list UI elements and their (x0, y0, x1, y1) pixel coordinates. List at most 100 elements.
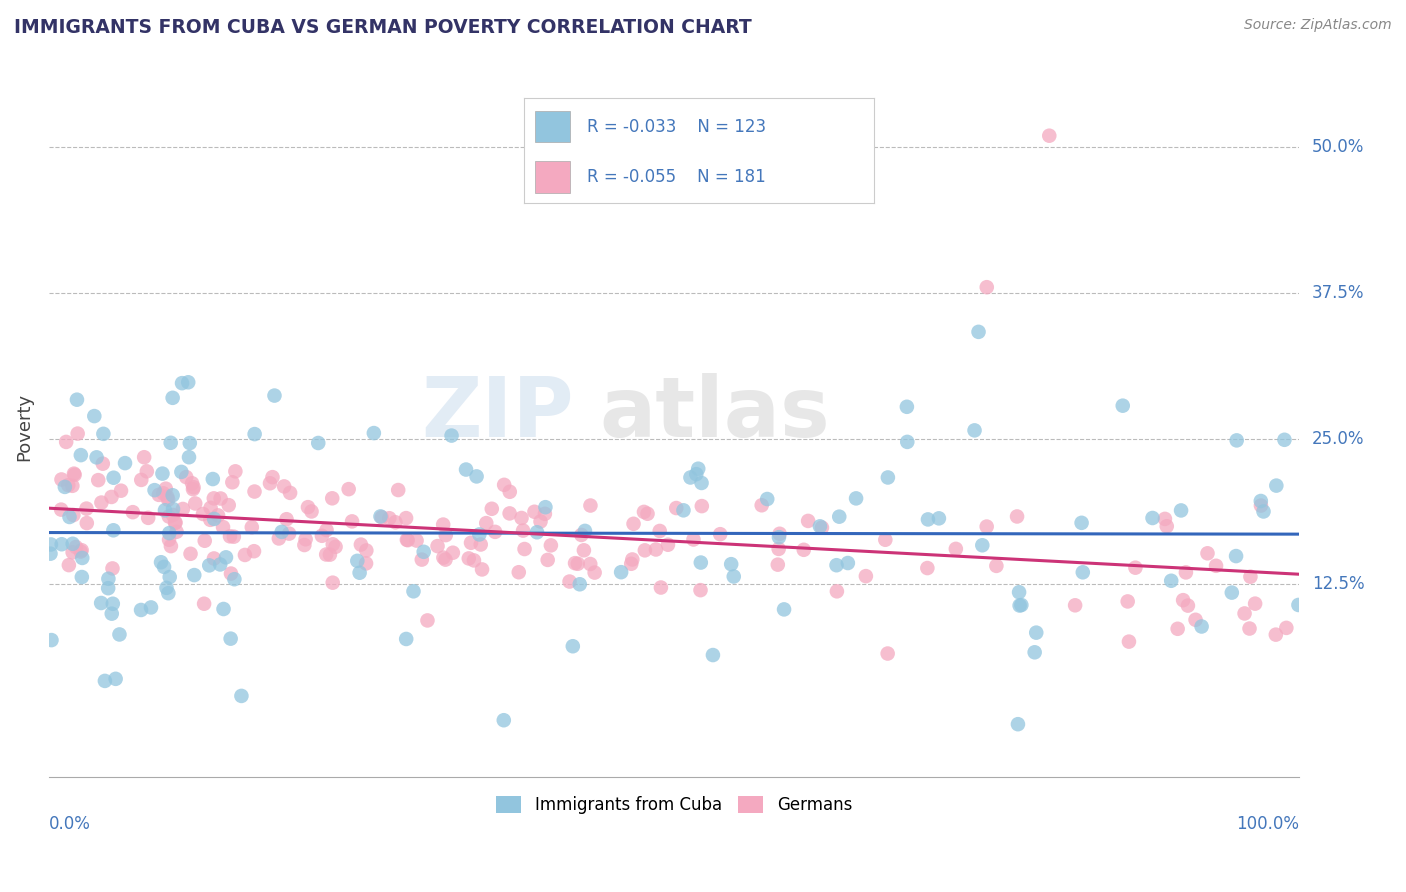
Point (370, 509, 392, 524)
Point (634, 543, 657, 558)
Point (633, 505, 655, 519)
Point (110, 483, 132, 498)
Point (62, 545, 84, 559)
Point (157, 509, 180, 524)
Point (200, 500, 222, 515)
Point (135, 464, 157, 478)
Point (240, 520, 263, 534)
Point (136, 511, 159, 525)
Point (657, 538, 679, 552)
Point (1038, 128, 1060, 143)
Point (321, 491, 343, 506)
Point (440, 428, 463, 442)
Point (494, 478, 516, 492)
Point (263, 388, 285, 402)
Point (170, 465, 193, 479)
Point (876, 470, 898, 484)
Point (162, 488, 184, 502)
Point (148, 488, 170, 502)
Point (773, 602, 796, 616)
Point (650, 581, 672, 595)
Point (986, 558, 1008, 573)
Point (702, 648, 724, 662)
Point (301, 504, 323, 518)
Point (665, 501, 688, 516)
Point (384, 515, 406, 529)
Point (463, 553, 485, 567)
Point (86, 450, 108, 465)
Point (808, 519, 831, 533)
Point (768, 530, 790, 544)
Point (432, 550, 454, 565)
Point (209, 491, 232, 506)
Point (558, 574, 581, 589)
Point (405, 533, 427, 548)
Point (378, 511, 401, 525)
Point (155, 482, 177, 496)
Point (1244, 597, 1267, 611)
Point (402, 584, 425, 599)
Point (371, 510, 394, 524)
Point (412, 545, 434, 559)
Point (1250, 494, 1272, 508)
Point (1010, 598, 1032, 612)
Point (129, 473, 152, 487)
Point (1167, 622, 1189, 636)
Point (811, 520, 834, 534)
Point (346, 554, 368, 568)
Point (1191, 619, 1213, 633)
Point (508, 566, 530, 580)
Point (621, 552, 644, 566)
Y-axis label: Poverty: Poverty (15, 393, 32, 461)
Point (322, 575, 344, 590)
Point (219, 632, 242, 646)
Point (219, 566, 242, 581)
Point (159, 570, 181, 584)
Point (1070, 516, 1092, 530)
Text: IMMIGRANTS FROM CUBA VS GERMAN POVERTY CORRELATION CHART: IMMIGRANTS FROM CUBA VS GERMAN POVERTY C… (14, 18, 752, 37)
Point (793, 542, 815, 557)
Text: Source: ZipAtlas.com: Source: ZipAtlas.com (1244, 18, 1392, 32)
Point (181, 476, 204, 491)
Point (688, 461, 710, 475)
Point (387, 483, 409, 497)
Point (1225, 549, 1247, 563)
Point (163, 516, 186, 530)
Point (315, 523, 337, 537)
Point (945, 541, 967, 556)
Point (150, 555, 173, 569)
Point (224, 464, 246, 478)
Point (845, 491, 868, 506)
Point (114, 456, 136, 470)
Point (1265, 478, 1288, 492)
Point (568, 577, 591, 591)
Point (103, 523, 125, 537)
Point (162, 508, 184, 522)
Point (416, 614, 439, 628)
Point (262, 470, 284, 484)
Point (470, 537, 492, 551)
Point (243, 544, 266, 558)
Point (69, 448, 91, 462)
Point (828, 509, 851, 524)
Point (454, 462, 477, 476)
Point (648, 524, 671, 538)
Point (797, 514, 820, 528)
Point (103, 471, 125, 485)
Point (1116, 594, 1139, 608)
Point (1275, 621, 1298, 635)
Point (87, 473, 110, 487)
Point (457, 551, 479, 566)
Point (1205, 558, 1227, 573)
Point (896, 434, 918, 449)
Point (1008, 599, 1031, 613)
Point (896, 400, 918, 414)
Point (183, 480, 205, 494)
Point (157, 526, 180, 541)
Point (153, 503, 176, 517)
Point (62, 537, 84, 551)
Point (963, 423, 986, 437)
Point (58, 478, 80, 492)
Point (181, 482, 204, 496)
Point (645, 542, 668, 557)
